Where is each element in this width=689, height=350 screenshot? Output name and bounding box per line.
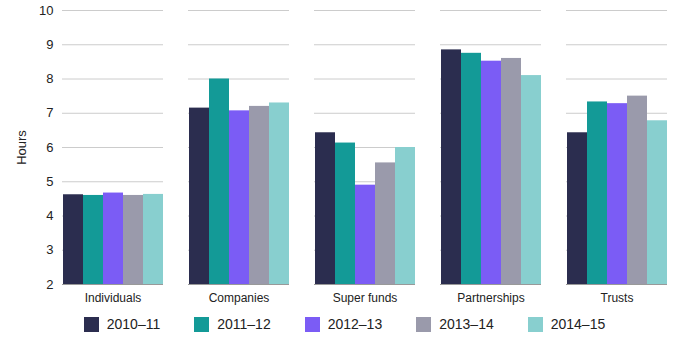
svg-text:2: 2 xyxy=(46,277,53,292)
svg-text:5: 5 xyxy=(46,174,53,189)
svg-text:Super funds: Super funds xyxy=(333,291,398,305)
svg-text:7: 7 xyxy=(46,105,53,120)
svg-text:Hours: Hours xyxy=(14,130,29,165)
svg-text:4: 4 xyxy=(46,208,53,223)
html-text:2010–11: 2010–11 xyxy=(106,316,161,332)
svg-text:8: 8 xyxy=(46,71,53,86)
svg-text:Companies: Companies xyxy=(209,291,270,305)
svg-text:6: 6 xyxy=(46,140,53,155)
html-text:2014–15: 2014–15 xyxy=(550,316,606,332)
svg-text:Partnerships: Partnerships xyxy=(457,291,524,305)
svg-text:9: 9 xyxy=(46,37,53,52)
html-text:2013–14: 2013–14 xyxy=(439,316,494,332)
html-text:2012–13: 2012–13 xyxy=(327,316,383,332)
svg-text:Trusts: Trusts xyxy=(601,291,634,305)
svg-text:Individuals: Individuals xyxy=(85,291,142,305)
svg-text:10: 10 xyxy=(39,3,53,18)
html-text:2011–12: 2011–12 xyxy=(217,316,271,332)
svg-text:3: 3 xyxy=(46,242,53,257)
